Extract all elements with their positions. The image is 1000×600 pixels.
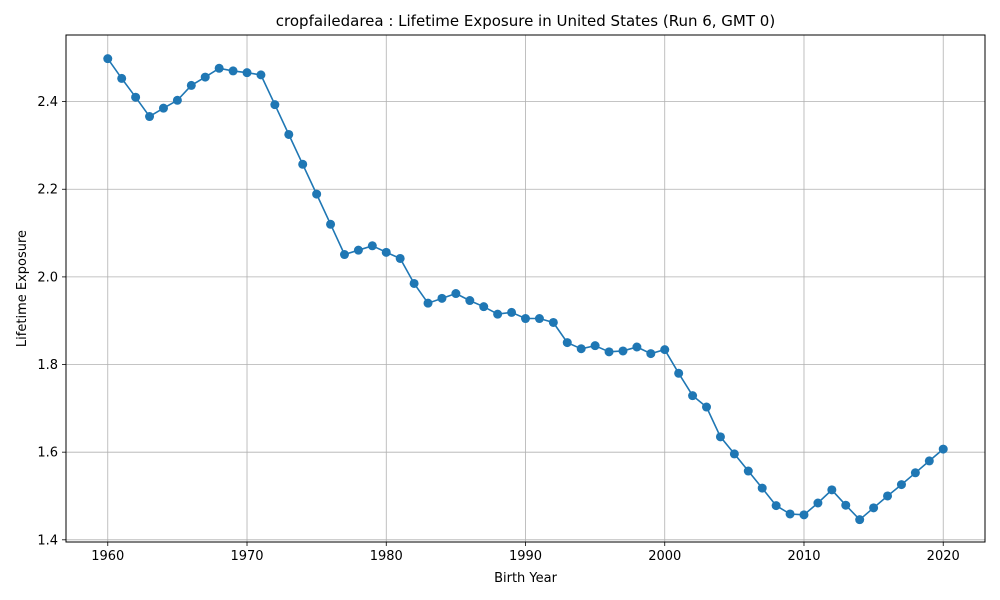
data-point <box>841 500 851 510</box>
data-point <box>256 70 266 80</box>
data-point <box>312 189 322 199</box>
data-point <box>465 296 475 306</box>
data-point <box>214 63 224 73</box>
data-point <box>799 510 809 520</box>
y-tick-label: 1.8 <box>37 358 58 373</box>
x-tick-label: 2020 <box>927 549 960 564</box>
data-point <box>729 449 739 459</box>
x-axis-label: Birth Year <box>494 571 558 586</box>
data-point <box>534 314 544 324</box>
data-point <box>827 485 837 495</box>
data-point <box>200 72 210 82</box>
y-tick-label: 1.6 <box>37 446 58 461</box>
data-point <box>172 95 182 105</box>
data-point <box>339 250 349 260</box>
data-point <box>548 317 558 327</box>
data-point <box>242 68 252 78</box>
y-tick-label: 2.2 <box>37 183 58 198</box>
x-tick-label: 1970 <box>230 549 263 564</box>
data-point <box>757 483 767 493</box>
data-point <box>353 245 363 255</box>
data-point <box>646 349 656 359</box>
data-point <box>938 444 948 454</box>
x-tick-label: 1980 <box>370 549 403 564</box>
data-point <box>924 456 934 466</box>
data-point <box>479 302 489 312</box>
data-point <box>562 338 572 348</box>
data-point <box>507 307 517 317</box>
data-point <box>131 92 141 102</box>
data-point <box>896 480 906 490</box>
data-point <box>409 278 419 288</box>
data-point <box>437 293 447 303</box>
data-point <box>521 314 530 324</box>
data-point <box>715 432 725 442</box>
data-point <box>395 253 405 263</box>
chart-title: cropfailedarea : Lifetime Exposure in Un… <box>276 12 775 30</box>
grid-lines <box>66 35 985 542</box>
data-point <box>855 515 865 525</box>
data-point <box>674 368 684 378</box>
data-point <box>813 498 823 508</box>
data-point <box>590 341 600 351</box>
x-tick-label: 1960 <box>91 549 124 564</box>
data-point <box>771 501 781 511</box>
data-point <box>145 112 155 122</box>
data-point <box>883 491 893 501</box>
data-point <box>576 344 586 354</box>
data-point <box>228 66 238 76</box>
data-point <box>381 247 391 257</box>
x-tick-label: 2010 <box>787 549 820 564</box>
y-tick-label: 1.4 <box>37 533 58 548</box>
data-series <box>103 54 948 525</box>
data-point <box>869 503 879 513</box>
data-point <box>270 100 280 110</box>
y-axis-ticks: 1.4 1.6 1.8 2.0 2.2 2.4 <box>37 95 66 548</box>
x-tick-label: 2000 <box>648 549 681 564</box>
data-point <box>688 391 698 401</box>
data-point <box>493 309 503 319</box>
y-tick-label: 2.4 <box>37 95 58 110</box>
data-point <box>702 402 712 412</box>
data-point <box>117 73 127 83</box>
data-point <box>284 129 294 139</box>
data-point <box>604 347 614 357</box>
data-point <box>158 103 168 113</box>
x-tick-label: 1990 <box>509 549 542 564</box>
data-point <box>326 219 336 229</box>
data-point <box>785 509 795 519</box>
data-point <box>618 346 628 356</box>
data-point <box>298 159 308 169</box>
y-tick-label: 2.0 <box>37 270 58 285</box>
data-point <box>103 54 113 64</box>
x-axis-ticks: 1960 1970 1980 1990 2000 2010 2020 <box>91 542 960 564</box>
data-point <box>186 80 196 90</box>
data-point <box>367 241 377 251</box>
data-point <box>632 342 642 352</box>
data-point <box>451 289 461 299</box>
data-point <box>660 345 670 355</box>
data-point <box>910 468 920 478</box>
y-axis-label: Lifetime Exposure <box>15 230 30 347</box>
data-point <box>423 298 433 308</box>
data-point <box>743 466 753 476</box>
